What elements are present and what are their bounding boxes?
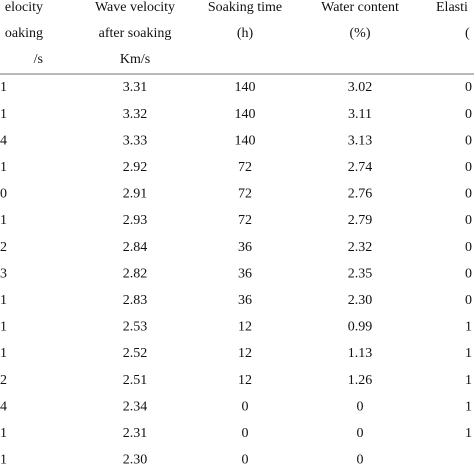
table-cell: 2.93 xyxy=(123,213,148,228)
table-cell: 1 xyxy=(0,160,7,175)
header-cell: /s xyxy=(34,52,43,67)
table-cell: 140 xyxy=(235,133,256,148)
header-cell: after soaking xyxy=(99,26,172,41)
header-cell: Water content xyxy=(321,0,399,15)
table-cell: 0 xyxy=(465,266,472,281)
table-cell: 12 xyxy=(238,373,252,388)
table-cell: 2.34 xyxy=(123,399,148,414)
table-cell: 0 xyxy=(357,453,364,468)
table-cell: 2.32 xyxy=(348,240,373,255)
table-cell: 1 xyxy=(465,426,472,441)
table-cell: 36 xyxy=(238,266,252,281)
table-cell: 1 xyxy=(0,107,7,122)
table-cell: 2.91 xyxy=(123,187,148,202)
table-cell: 2.52 xyxy=(123,346,148,361)
table-cell: 0 xyxy=(242,399,249,414)
table-cell: 72 xyxy=(238,160,252,175)
table-cell: 3.32 xyxy=(123,107,148,122)
table-cell: 2 xyxy=(0,373,7,388)
table-cell: 3.31 xyxy=(123,80,148,95)
header-cell: (%) xyxy=(350,26,371,41)
table-cell: 1 xyxy=(0,453,7,468)
table-cell: 2.83 xyxy=(123,293,148,308)
table-cell: 2.79 xyxy=(348,213,373,228)
table-cell: 0 xyxy=(465,293,472,308)
header-cell: oaking xyxy=(5,26,43,41)
table-cell: 3.11 xyxy=(348,107,372,122)
table-cell: 12 xyxy=(238,320,252,335)
table-cell: 1 xyxy=(465,399,472,414)
header-cell: (h) xyxy=(237,26,254,41)
table-cell: 2.92 xyxy=(123,160,148,175)
table-cell: 1.26 xyxy=(348,373,373,388)
table-cell: 0 xyxy=(465,80,472,95)
table-cell: 1 xyxy=(465,373,472,388)
table-cell: 0 xyxy=(357,426,364,441)
table-cell: 1 xyxy=(0,80,7,95)
table-cell: 2 xyxy=(0,240,7,255)
table-cell: 2.30 xyxy=(123,453,148,468)
table-cell: 0 xyxy=(465,187,472,202)
table-cell: 140 xyxy=(235,80,256,95)
table-cell: 0 xyxy=(465,213,472,228)
table-cell: 4 xyxy=(0,133,7,148)
table-cell: 1 xyxy=(0,346,7,361)
table-cell: 12 xyxy=(238,346,252,361)
table-cell: 2.84 xyxy=(123,240,148,255)
table-cell: 72 xyxy=(238,213,252,228)
table-cell: 0 xyxy=(242,426,249,441)
table-cell: 0 xyxy=(242,453,249,468)
table-cell: 1 xyxy=(465,346,472,361)
table-cell: 3.13 xyxy=(348,133,373,148)
table-cell: 0 xyxy=(465,133,472,148)
table-cell: 2.82 xyxy=(123,266,148,281)
header-cell: elocity xyxy=(5,0,43,15)
table-cell: 72 xyxy=(238,187,252,202)
table-cell: 0 xyxy=(465,160,472,175)
table-cell: 3 xyxy=(0,266,7,281)
table-cell: 2.51 xyxy=(123,373,148,388)
table-cell: 140 xyxy=(235,107,256,122)
table-cell: 2.74 xyxy=(348,160,373,175)
table-cell: 2.35 xyxy=(348,266,373,281)
table-cell: 36 xyxy=(238,293,252,308)
header-cell: Km/s xyxy=(120,52,150,67)
header-cell: Soaking time xyxy=(208,0,282,15)
table-cell: 1 xyxy=(0,213,7,228)
header-cell: Wave velocity xyxy=(95,0,175,15)
table-cell: 0 xyxy=(357,399,364,414)
table-cell: 2.76 xyxy=(348,187,373,202)
table-cell: 0 xyxy=(0,187,7,202)
table-cell: 0.99 xyxy=(348,320,373,335)
table-cell: 0 xyxy=(465,240,472,255)
table-cell: 1 xyxy=(0,320,7,335)
table-cell: 2.53 xyxy=(123,320,148,335)
table-cell: 2.30 xyxy=(348,293,373,308)
header-cell: Elasti xyxy=(436,0,468,15)
table-cell: 1 xyxy=(0,426,7,441)
header-cell: ( xyxy=(465,26,470,41)
table-cell: 3.02 xyxy=(348,80,373,95)
table-cell: 4 xyxy=(0,399,7,414)
table-cell: 36 xyxy=(238,240,252,255)
table-cell: 2.31 xyxy=(123,426,148,441)
table-cell: 3.33 xyxy=(123,133,148,148)
table-cell: 0 xyxy=(465,107,472,122)
table-cell: 1 xyxy=(465,320,472,335)
table-cell: 1.13 xyxy=(348,346,373,361)
table-cell: 1 xyxy=(0,293,7,308)
